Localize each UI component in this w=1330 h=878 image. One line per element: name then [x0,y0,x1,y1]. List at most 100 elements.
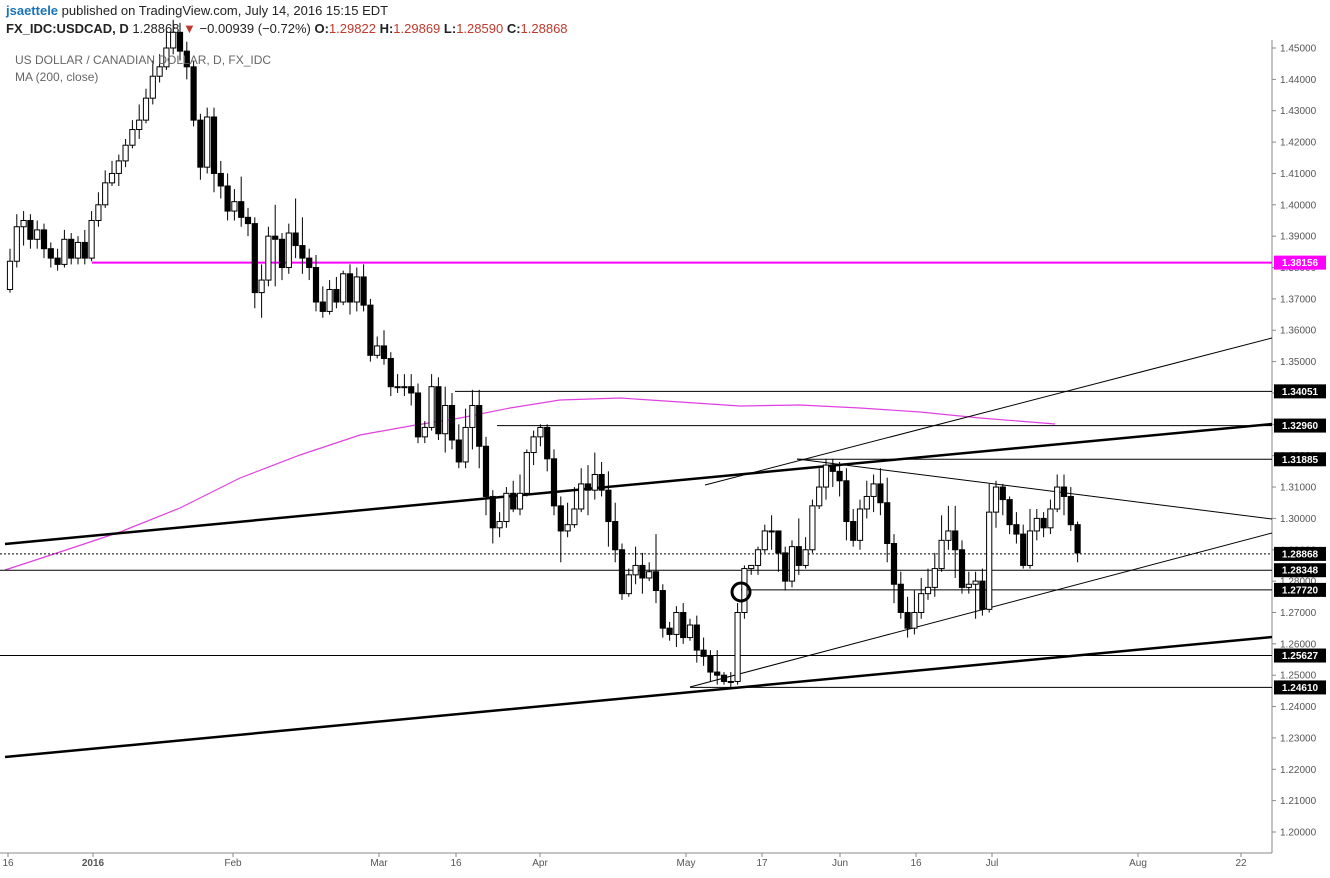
candle-up [727,680,734,683]
price-tick-label: 1.20000 [1280,828,1317,839]
author-link[interactable]: jsaettele [6,3,59,18]
candle-down [183,50,190,68]
candle-up [401,386,408,389]
candle-up [374,345,381,356]
price-tick-label: 1.26000 [1280,639,1317,650]
candle-up [13,226,20,262]
candle-down [40,229,48,250]
candle-down [455,439,462,463]
candle-down [666,627,673,635]
high-value: 1.29869 [393,21,441,36]
candle-down [544,426,551,460]
candle-down [557,505,564,532]
candle-down [795,546,802,566]
candle-down [238,201,245,218]
candle-up [673,611,680,635]
price-tick-label: 1.21000 [1280,796,1317,807]
price-tick-label: 1.43000 [1280,106,1317,117]
candle-up [20,219,27,228]
candle-up [258,279,265,294]
candle-up [856,508,864,541]
candle-up [265,235,272,281]
drawing-lines-layer [0,261,1273,759]
price-label-box [1274,255,1326,270]
candle-up [1054,486,1061,510]
candles-layer [6,19,1081,688]
candle-up [564,524,571,532]
symbol-label: FX_IDC:USDCAD, D [6,21,129,36]
candle-down [550,458,558,507]
candle-down [598,473,605,491]
channel-line-upper [704,337,1273,486]
price-tick-label: 1.27000 [1280,608,1317,619]
candle-down [251,223,258,294]
candle-down [408,386,415,394]
time-tick-label: Jun [832,858,848,869]
candle-up [931,568,938,588]
candle-down [1074,524,1081,554]
candle-up [578,483,585,510]
price-label-box [1274,582,1326,597]
price-label-box [1274,680,1326,695]
price-label-text: 1.27720 [1282,585,1319,596]
candle-down [224,185,231,212]
candle-down [272,235,279,240]
channel-line-bottom [689,532,1273,688]
candle-down [299,245,306,259]
candle-down [292,232,299,247]
candle-up [136,119,143,131]
candle-down [720,674,728,682]
time-tick-label: 16 [2,858,14,869]
candle-up [516,492,524,510]
candle-down [27,219,34,240]
publish-text: published on TradingView.com, July 14, 2… [58,3,389,18]
price-tick-label: 1.39000 [1280,232,1317,243]
indicator-label: MA (200, close) [15,70,99,84]
candle-up [122,144,129,162]
price-label-box [1274,384,1326,399]
candle-down [217,172,224,187]
candle-up [285,232,292,269]
price-tick-label: 1.31000 [1280,483,1317,494]
candle-up [523,452,530,494]
time-tick-label: Aug [1129,858,1147,869]
candle-down [176,31,184,52]
low-value: 1.28590 [456,21,504,36]
candle-down [850,521,857,541]
candle-down [81,241,88,259]
candle-down [782,552,789,582]
candle-down [843,480,850,523]
candle-up [231,201,238,212]
candle-down [54,257,61,265]
candle-up [129,129,136,146]
candle-up [163,47,170,68]
price-tick-label: 1.23000 [1280,733,1317,744]
candle-down [904,611,911,629]
candle-up [571,508,578,526]
close-label: C: [506,21,521,36]
candle-up [149,75,156,99]
candle-up [503,492,510,523]
candle-down [1060,486,1068,497]
channel-line-top-falling [796,458,1273,520]
time-tick-label: Feb [224,858,242,869]
candle-up [1026,530,1034,566]
candle-down [278,238,286,269]
candle-down [387,357,394,388]
candle-up [816,486,823,507]
candle-down [1040,517,1047,529]
time-tick-label: Jul [986,858,999,869]
candle-up [761,530,768,551]
price-label-box [1274,418,1326,433]
candle-up [734,611,741,682]
candle-down [700,649,707,657]
candle-down [510,492,517,510]
candle-down [476,405,483,447]
candle-down [482,445,490,497]
candle-down [829,464,836,472]
candle-down [47,248,54,259]
price-label-text: 1.38156 [1282,258,1319,269]
candle-down [190,66,197,121]
candle-up [632,564,639,576]
